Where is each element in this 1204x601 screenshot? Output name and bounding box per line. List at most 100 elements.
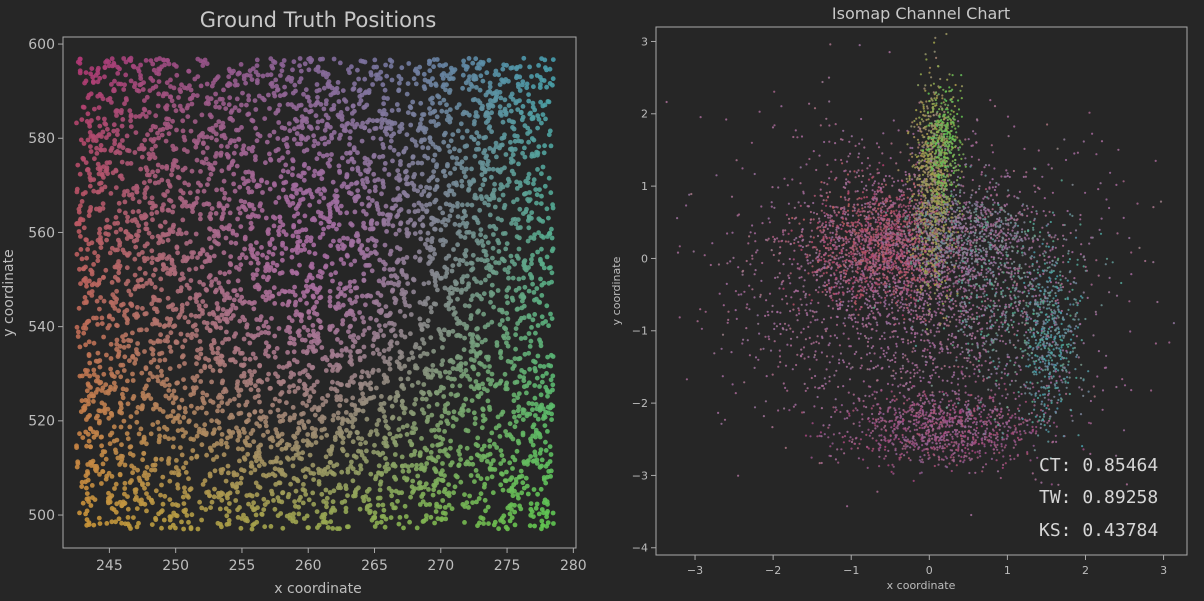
data-point bbox=[335, 243, 341, 249]
data-point bbox=[379, 307, 384, 313]
data-point bbox=[335, 415, 341, 421]
data-point bbox=[203, 432, 209, 438]
data-point bbox=[540, 406, 546, 412]
data-point bbox=[418, 485, 424, 491]
data-point bbox=[149, 234, 155, 240]
data-point bbox=[474, 65, 480, 71]
data-point bbox=[524, 390, 529, 396]
data-point bbox=[228, 138, 234, 143]
data-point bbox=[160, 267, 166, 272]
data-point bbox=[475, 326, 480, 331]
data-point bbox=[455, 296, 460, 302]
data-point bbox=[526, 331, 532, 336]
data-point bbox=[188, 403, 194, 409]
data-point bbox=[83, 70, 89, 75]
data-point bbox=[97, 306, 102, 312]
data-point bbox=[277, 102, 282, 108]
data-point bbox=[238, 480, 244, 486]
data-point bbox=[208, 282, 214, 288]
data-point bbox=[128, 292, 134, 298]
data-point bbox=[386, 212, 391, 218]
data-point bbox=[189, 168, 195, 174]
data-point bbox=[420, 145, 426, 150]
data-point bbox=[491, 304, 496, 310]
data-point bbox=[543, 448, 549, 453]
data-point bbox=[152, 136, 157, 142]
data-point bbox=[492, 72, 498, 77]
data-point bbox=[118, 227, 124, 232]
data-point bbox=[542, 183, 548, 189]
data-point bbox=[427, 135, 433, 141]
data-point bbox=[498, 95, 504, 101]
data-point bbox=[510, 493, 516, 499]
data-point bbox=[128, 161, 134, 166]
data-point bbox=[170, 400, 176, 406]
data-point bbox=[290, 158, 296, 164]
data-point bbox=[111, 424, 117, 430]
data-point bbox=[301, 324, 307, 330]
data-point bbox=[105, 498, 111, 504]
data-point bbox=[519, 490, 525, 496]
data-point bbox=[120, 117, 126, 122]
data-point bbox=[214, 301, 220, 306]
data-point bbox=[343, 410, 349, 415]
data-point bbox=[184, 241, 190, 246]
data-point bbox=[357, 506, 363, 512]
data-point bbox=[125, 494, 130, 499]
data-point bbox=[441, 489, 447, 495]
data-point bbox=[520, 480, 526, 486]
data-point bbox=[489, 430, 495, 436]
data-point bbox=[448, 438, 453, 444]
data-point bbox=[518, 336, 524, 341]
data-point bbox=[471, 121, 477, 127]
data-point bbox=[304, 513, 310, 519]
data-point bbox=[382, 87, 388, 93]
data-point bbox=[236, 206, 242, 212]
data-point bbox=[358, 383, 364, 389]
data-point bbox=[276, 326, 282, 331]
data-point bbox=[121, 87, 127, 92]
data-point bbox=[513, 326, 519, 331]
data-point bbox=[103, 122, 109, 127]
data-point bbox=[343, 486, 349, 492]
data-point bbox=[442, 285, 448, 291]
data-point bbox=[496, 526, 501, 532]
data-point bbox=[185, 332, 191, 338]
data-point bbox=[404, 230, 410, 236]
data-point bbox=[498, 461, 504, 466]
data-point bbox=[128, 526, 133, 531]
data-point bbox=[134, 189, 140, 195]
data-point bbox=[293, 312, 299, 318]
data-point bbox=[192, 76, 198, 82]
data-point bbox=[194, 373, 200, 379]
data-point bbox=[444, 266, 450, 272]
data-point bbox=[368, 293, 374, 299]
data-point bbox=[186, 519, 191, 525]
data-point bbox=[491, 270, 497, 275]
data-point bbox=[339, 430, 345, 436]
data-point bbox=[537, 384, 542, 389]
data-point bbox=[456, 262, 462, 267]
data-point bbox=[174, 64, 179, 69]
data-point bbox=[394, 340, 400, 346]
data-point bbox=[77, 510, 82, 516]
data-point bbox=[468, 297, 474, 303]
data-point bbox=[532, 359, 538, 365]
data-point bbox=[357, 310, 362, 315]
data-point bbox=[529, 210, 535, 216]
data-point bbox=[388, 138, 394, 144]
data-point bbox=[283, 246, 289, 251]
data-point bbox=[524, 483, 530, 489]
data-point bbox=[427, 192, 432, 197]
data-point bbox=[517, 374, 523, 379]
data-point bbox=[431, 64, 436, 70]
data-point bbox=[346, 433, 352, 439]
data-point bbox=[383, 304, 389, 309]
data-point bbox=[379, 394, 384, 399]
data-point bbox=[432, 251, 437, 257]
data-point bbox=[180, 167, 186, 173]
data-point bbox=[77, 266, 82, 272]
data-point bbox=[234, 385, 240, 391]
data-point bbox=[296, 451, 301, 456]
data-point bbox=[310, 323, 316, 328]
